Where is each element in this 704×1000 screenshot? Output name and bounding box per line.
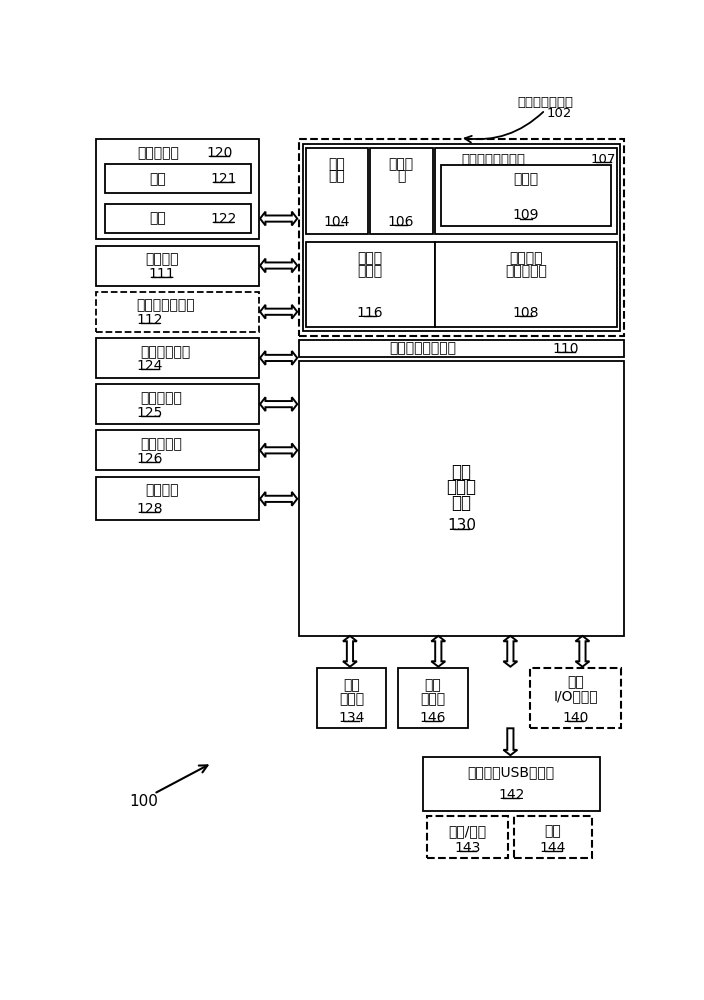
Bar [317, 668, 386, 728]
Text: 146: 146 [420, 711, 446, 725]
Text: 平台: 平台 [451, 463, 472, 481]
Bar [514, 816, 592, 858]
Bar [427, 816, 508, 858]
Text: 控制器: 控制器 [446, 478, 477, 496]
Text: 图形处理器: 图形处理器 [505, 264, 547, 278]
Text: 134: 134 [339, 711, 365, 725]
Polygon shape [260, 351, 297, 365]
Text: 数据: 数据 [149, 212, 166, 226]
Text: 触摸传感器: 触摸传感器 [141, 391, 182, 405]
Text: 堆: 堆 [397, 169, 406, 183]
Polygon shape [260, 492, 297, 506]
Bar [303, 144, 620, 331]
Text: 数据存储设备: 数据存储设备 [140, 345, 191, 359]
Bar [423, 757, 600, 811]
Text: 键盘/鼠标: 键盘/鼠标 [448, 824, 486, 838]
Text: 110: 110 [553, 342, 579, 356]
Text: 100: 100 [130, 794, 158, 809]
Text: 缓存: 缓存 [328, 169, 345, 183]
Text: 控制器: 控制器 [358, 264, 383, 278]
Text: 相机: 相机 [545, 824, 561, 838]
Polygon shape [260, 443, 297, 457]
Text: （多个）处理器核: （多个）处理器核 [461, 153, 525, 166]
Bar [105, 204, 251, 233]
Text: （多个）USB控制器: （多个）USB控制器 [467, 765, 555, 779]
Polygon shape [503, 636, 517, 667]
Text: 存储器: 存储器 [358, 252, 383, 266]
Bar [529, 668, 621, 728]
Text: 111: 111 [149, 267, 175, 281]
Text: 120: 120 [206, 146, 233, 160]
Text: 108: 108 [513, 306, 539, 320]
Text: （多个）接口总线: （多个）接口总线 [389, 342, 456, 356]
Bar [441, 165, 611, 226]
Text: 音频: 音频 [425, 678, 441, 692]
Text: 107: 107 [591, 153, 616, 166]
Text: 控制器: 控制器 [420, 692, 446, 706]
Polygon shape [260, 212, 297, 225]
Text: 寄存器: 寄存器 [389, 157, 414, 171]
Polygon shape [260, 397, 297, 411]
Text: 指令: 指令 [149, 172, 166, 186]
Bar [435, 148, 617, 234]
Text: 外部图形处理器: 外部图形处理器 [136, 299, 195, 313]
Bar [298, 139, 624, 336]
Text: 控制器: 控制器 [339, 692, 364, 706]
Bar [370, 148, 433, 234]
Text: I/O控制器: I/O控制器 [553, 689, 598, 703]
Text: 传统: 传统 [567, 675, 584, 689]
Bar [96, 338, 258, 378]
Text: 102: 102 [546, 107, 572, 120]
Text: 124: 124 [137, 359, 163, 373]
Text: 142: 142 [498, 788, 524, 802]
Polygon shape [575, 636, 589, 667]
Text: 高速: 高速 [328, 157, 345, 171]
Bar [298, 340, 624, 357]
Text: 104: 104 [324, 215, 350, 229]
Text: 中枢: 中枢 [451, 494, 472, 512]
Bar [398, 668, 467, 728]
Bar [306, 148, 367, 234]
Polygon shape [432, 636, 445, 667]
Text: 存储器设备: 存储器设备 [137, 146, 179, 160]
Text: 125: 125 [137, 406, 163, 420]
Bar [96, 292, 258, 332]
Text: 122: 122 [210, 212, 237, 226]
Bar [96, 139, 258, 239]
Bar [306, 242, 435, 327]
Polygon shape [343, 636, 357, 667]
Text: （多个）: （多个） [509, 252, 543, 266]
Text: 121: 121 [210, 172, 237, 186]
Text: 固件接口: 固件接口 [145, 483, 178, 497]
Text: 112: 112 [137, 313, 163, 327]
Text: 无线收发机: 无线收发机 [141, 437, 182, 451]
Bar [435, 242, 617, 327]
Text: 126: 126 [137, 452, 163, 466]
Text: 106: 106 [388, 215, 415, 229]
Text: 144: 144 [540, 841, 566, 855]
Text: 143: 143 [455, 841, 481, 855]
Text: 116: 116 [357, 306, 384, 320]
Text: （多个）处理器: （多个）处理器 [517, 96, 573, 109]
Text: 指令集: 指令集 [513, 172, 539, 186]
Polygon shape [260, 305, 297, 319]
Text: 109: 109 [513, 208, 539, 222]
Bar [105, 164, 251, 193]
Bar [96, 430, 258, 470]
Text: 128: 128 [137, 502, 163, 516]
Bar [96, 477, 258, 520]
Polygon shape [260, 259, 297, 272]
Polygon shape [503, 728, 517, 755]
Text: 网络: 网络 [343, 678, 360, 692]
Text: 140: 140 [562, 711, 589, 725]
Bar [298, 361, 624, 636]
Text: 显示设备: 显示设备 [145, 252, 178, 266]
Bar [96, 246, 258, 286]
Text: 130: 130 [447, 518, 476, 533]
Bar [96, 384, 258, 424]
